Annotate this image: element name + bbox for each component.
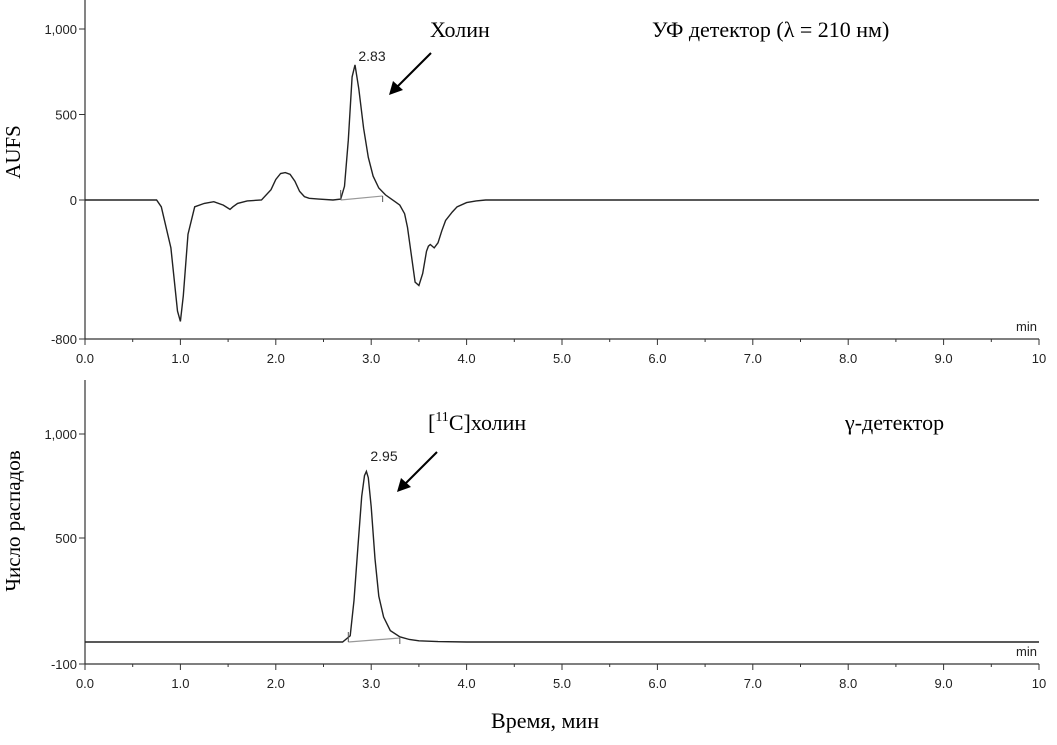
uv-y-ticks: -800 0 500 1,000 xyxy=(44,22,85,347)
uv-x-tick-label: 7.0 xyxy=(744,351,762,366)
gamma-integration-baseline xyxy=(348,637,400,643)
gamma-y-ticks: -100 500 1,000 xyxy=(44,427,85,672)
gamma-x-tick-label: 5.0 xyxy=(553,676,571,691)
gamma-detector-label: γ-детектор xyxy=(844,410,944,435)
gamma-y-tick-label: 500 xyxy=(55,531,77,546)
uv-detector-label: УФ детектор (λ = 210 нм) xyxy=(652,17,889,42)
uv-x-unit: min xyxy=(1016,319,1037,334)
uv-x-tick-label: 3.0 xyxy=(362,351,380,366)
uv-y-axis-label: AUFS xyxy=(1,125,25,179)
uv-y-tick-label: 500 xyxy=(55,108,77,123)
gamma-x-tick-label: 2.0 xyxy=(267,676,285,691)
gamma-x-tick-label: 9.0 xyxy=(935,676,953,691)
uv-x-tick-label: 4.0 xyxy=(458,351,476,366)
uv-y-tick-label: -800 xyxy=(51,332,77,347)
gamma-x-tick-label: 6.0 xyxy=(648,676,666,691)
uv-x-tick-label: 9.0 xyxy=(935,351,953,366)
gamma-x-tick-label: 3.0 xyxy=(362,676,380,691)
gamma-y-tick-label: -100 xyxy=(51,657,77,672)
uv-signal-trace xyxy=(85,64,1039,322)
uv-x-tick-label: 0.0 xyxy=(76,351,94,366)
gamma-y-tick-label: 1,000 xyxy=(44,427,77,442)
gamma-signal-trace xyxy=(85,469,1039,643)
gamma-x-ticks: 0.0 1.0 2.0 3.0 4.0 5.0 6.0 7.0 8.0 9.0 10 xyxy=(76,664,1046,691)
gamma-y-axis-label: Число распадов xyxy=(1,450,25,591)
uv-y-tick-label: 0 xyxy=(70,193,77,208)
uv-x-ticks: 0.0 1.0 2.0 3.0 4.0 5.0 6.0 7.0 8.0 9.0 10 xyxy=(76,339,1046,366)
gamma-x-tick-label: 4.0 xyxy=(458,676,476,691)
c11-choline-label: [11C]холин xyxy=(428,410,526,435)
uv-x-tick-label: 1.0 xyxy=(171,351,189,366)
gamma-chromatogram-panel: -100 500 1,000 0.0 1.0 2.0 3.0 4.0 5.0 6.0 7.0 8.0… xyxy=(1,380,1046,691)
uv-x-tick-label: 10 xyxy=(1032,351,1046,366)
c11-arrowhead-icon xyxy=(397,478,411,492)
gamma-peak-label: 2.95 xyxy=(370,448,397,464)
uv-x-tick-label: 5.0 xyxy=(553,351,571,366)
uv-x-tick-label: 8.0 xyxy=(839,351,857,366)
gamma-x-tick-label: 1.0 xyxy=(171,676,189,691)
uv-x-tick-label: 6.0 xyxy=(648,351,666,366)
c11-arrow-icon xyxy=(403,451,438,486)
uv-peak-label: 2.83 xyxy=(358,48,385,64)
gamma-x-tick-label: 8.0 xyxy=(839,676,857,691)
gamma-plot-area xyxy=(85,469,1039,644)
uv-plot-area xyxy=(85,64,1039,322)
gamma-x-tick-label: 10 xyxy=(1032,676,1046,691)
x-axis-title: Время, мин xyxy=(491,708,599,733)
c11-bracket-open: [ xyxy=(428,410,435,435)
c11-isotope-superscript: 11 xyxy=(435,410,448,425)
choline-label: Холин xyxy=(430,17,490,42)
gamma-x-tick-label: 0.0 xyxy=(76,676,94,691)
uv-chromatogram-panel: -800 0 500 1,000 0.0 1.0 2.0 3.0 4.0 5.0 6.0 7.0 8.… xyxy=(1,0,1046,366)
gamma-x-tick-label: 7.0 xyxy=(744,676,762,691)
uv-y-tick-label: 1,000 xyxy=(44,22,77,37)
choline-arrowhead-icon xyxy=(389,81,403,95)
gamma-x-unit: min xyxy=(1016,644,1037,659)
uv-integration-baseline xyxy=(340,195,383,201)
c11-name-rest: C]холин xyxy=(449,410,527,435)
uv-x-tick-label: 2.0 xyxy=(267,351,285,366)
choline-arrow-icon xyxy=(395,52,432,89)
